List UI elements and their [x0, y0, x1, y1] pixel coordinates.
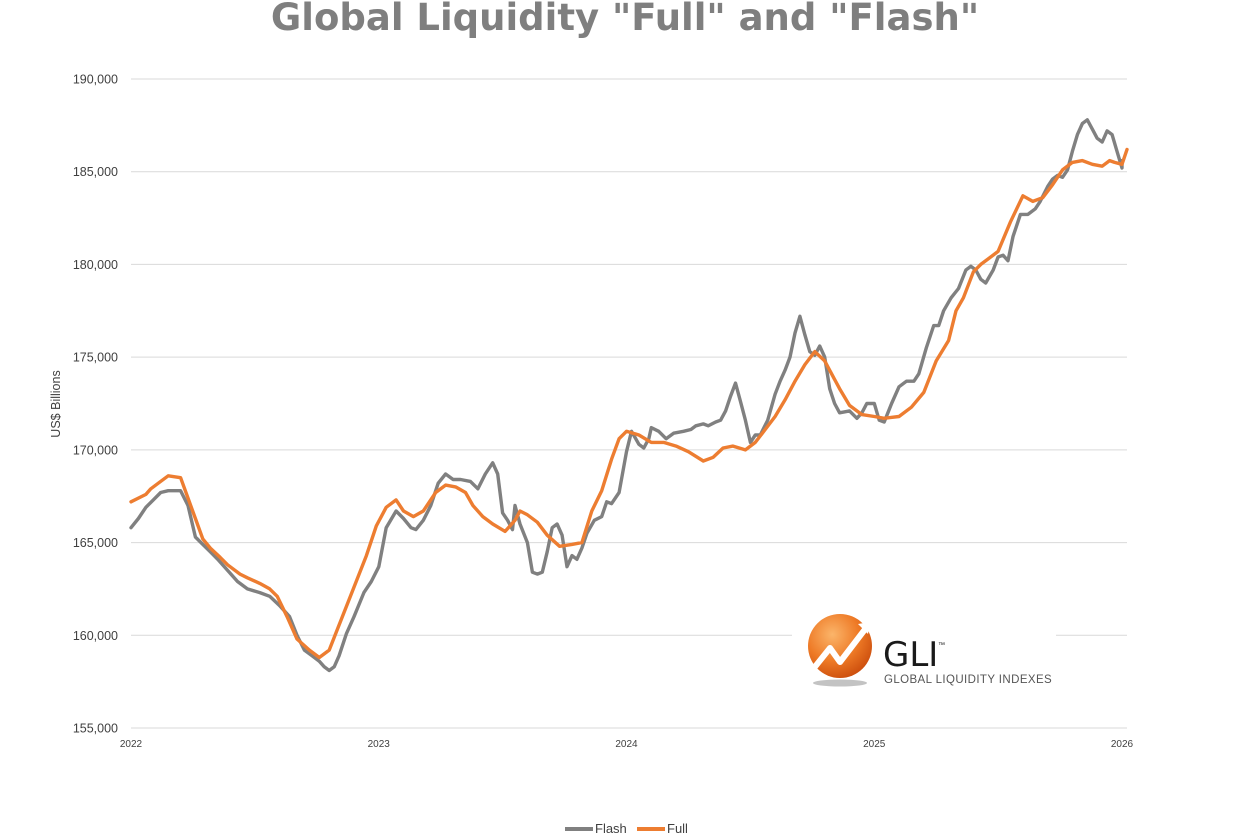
- x-tick-label: 2025: [863, 739, 886, 750]
- x-tick-label: 2026: [1111, 739, 1134, 750]
- y-tick-label: 175,000: [73, 351, 118, 365]
- logo-tagline: GLOBAL LIQUIDITY INDEXES: [884, 674, 1052, 686]
- logo-shadow: [813, 679, 867, 687]
- y-tick-label: 180,000: [73, 258, 118, 272]
- chart-title: Global Liquidity "Full" and "Flash": [270, 0, 980, 39]
- series-lines: [129, 118, 1129, 673]
- legend-label-flash: Flash: [595, 821, 627, 833]
- logo-trademark: ™: [938, 642, 945, 649]
- y-tick-label: 170,000: [73, 443, 118, 457]
- y-tick-label: 160,000: [73, 629, 118, 643]
- gli-logo: GLI ™ GLOBAL LIQUIDITY INDEXES: [792, 614, 1056, 694]
- y-tick-label: 155,000: [73, 722, 118, 736]
- x-tick-label: 2024: [615, 739, 638, 750]
- logo-sphere-icon: [808, 614, 872, 678]
- y-axis-label: US$ Billions: [49, 370, 63, 437]
- y-tick-label: 165,000: [73, 536, 118, 550]
- y-tick-label: 190,000: [73, 73, 118, 87]
- y-axis-ticks: 155,000 160,000 165,000 170,000 175,000 180,0…: [73, 73, 118, 736]
- logo-trend-arrow-icon: [811, 625, 869, 671]
- x-tick-label: 2022: [120, 739, 143, 750]
- legend-label-full: Full: [667, 821, 688, 833]
- legend: Flash Full: [565, 821, 688, 833]
- series-line-full: [129, 147, 1129, 660]
- x-axis-ticks: 2022 2023 2024 2025 2026: [120, 739, 1134, 750]
- series-line-flash: [129, 118, 1124, 673]
- x-tick-label: 2023: [368, 739, 391, 750]
- y-tick-label: 185,000: [73, 165, 118, 179]
- logo-name: GLI: [883, 635, 938, 675]
- logo-arrowhead-icon: [858, 622, 870, 634]
